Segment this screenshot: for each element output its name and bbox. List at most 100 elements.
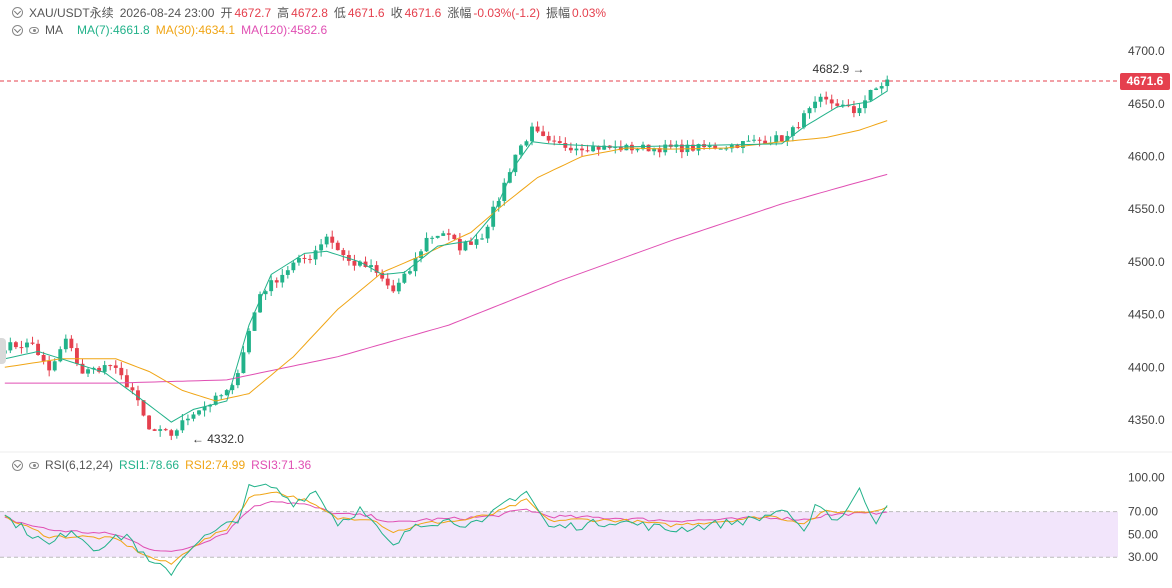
candle-body (358, 261, 362, 266)
candle-body (851, 106, 856, 114)
candle-body (785, 135, 790, 142)
candle-body (513, 154, 518, 173)
candle-body (185, 418, 190, 421)
candle-body (502, 182, 507, 201)
close-label: 收 (390, 6, 403, 20)
candle-body (518, 145, 523, 155)
candle-body (546, 135, 551, 141)
candle-body (263, 291, 268, 295)
candle-body (729, 144, 734, 149)
candle-body (679, 144, 684, 153)
candle-body (191, 414, 196, 419)
candle-body (324, 236, 329, 245)
collapse-icon[interactable] (12, 459, 23, 471)
candle-body (424, 237, 429, 252)
candle-body (319, 244, 324, 251)
candle-body (230, 385, 235, 391)
candle-body (446, 233, 451, 235)
candle-body (269, 280, 274, 292)
candle-body (86, 369, 90, 374)
price-tick-label: 4350.0 (1128, 413, 1165, 427)
candle-body (652, 148, 657, 152)
candle-body (247, 330, 251, 353)
candle-body (330, 236, 335, 243)
candle-body (219, 395, 224, 397)
price-tick-label: 4650.0 (1128, 97, 1165, 111)
collapse-icon[interactable] (12, 24, 23, 36)
candle-body (724, 148, 729, 150)
amp-label: 振幅 (546, 6, 571, 20)
candle-body (552, 140, 557, 142)
candle-body (535, 126, 540, 132)
candle-body (863, 100, 867, 109)
candle-body (646, 144, 651, 152)
candle-body (790, 127, 795, 136)
candle-body (235, 373, 240, 386)
candle-body (585, 150, 590, 152)
rsi3-value: RSI3:71.36 (251, 458, 312, 472)
rsi-tick-label: 70.00 (1128, 505, 1158, 519)
candle-body (491, 206, 496, 227)
candle-body (580, 148, 584, 151)
high-value: 4672.8 (291, 5, 328, 20)
candle-body (47, 360, 52, 371)
candle-body (308, 258, 312, 260)
candle-body (574, 148, 579, 151)
candle-body (141, 400, 146, 416)
candle-body (568, 147, 573, 151)
change-label: 涨幅 (447, 6, 472, 20)
rsi-header: RSI(6,12,24) RSI1:78.66 RSI2:74.99 RSI3:… (0, 458, 317, 472)
price-tick-label: 4400.0 (1128, 360, 1165, 374)
candle-body (430, 237, 435, 239)
open-value: 4672.7 (234, 5, 272, 20)
candle-body (496, 200, 501, 207)
candle-body (563, 143, 568, 148)
candle-body (108, 365, 113, 367)
candle-body (285, 270, 290, 275)
scroll-handle[interactable] (0, 338, 6, 364)
close-value: 4671.6 (404, 5, 442, 20)
ohlc-header: XAU/USDT永续 2026-08-24 23:00 开 4672.7 高 4… (0, 4, 612, 21)
rsi3-line (4, 500, 888, 552)
candle-body (718, 148, 723, 150)
collapse-icon[interactable] (12, 7, 23, 18)
candle-body (113, 365, 118, 368)
change-value: -0.03%(-1.2) (473, 5, 541, 20)
candle-body (252, 312, 257, 331)
high-label: 高 (277, 6, 290, 20)
candle-body (152, 429, 157, 431)
candle-body (374, 265, 379, 273)
candle-body (302, 257, 307, 259)
visibility-icon[interactable] (29, 461, 39, 469)
candle-body (840, 104, 845, 106)
candle-body (524, 141, 529, 146)
candle-body (474, 239, 479, 245)
candle-body (413, 257, 418, 272)
last-price-badge: 4671.6 (1120, 72, 1170, 90)
candle-body (713, 145, 718, 149)
candle-body (746, 140, 751, 142)
low-label: 低 (333, 6, 346, 20)
candle-body (657, 148, 662, 153)
candle-body (163, 429, 168, 431)
candle-body (452, 234, 457, 240)
rsi1-value: RSI1:78.66 (119, 458, 180, 472)
candle-body (763, 140, 768, 144)
candle-body (158, 429, 163, 431)
candle-body (541, 131, 546, 136)
price-tick-label: 4550.0 (1128, 202, 1165, 216)
candle-body (618, 146, 623, 151)
candle-body (391, 285, 396, 292)
candle-body (874, 88, 879, 90)
candle-body (691, 144, 695, 151)
candle-body (147, 415, 152, 430)
candle-body (313, 250, 318, 260)
ma30-line (4, 120, 888, 402)
candle-body (735, 144, 740, 148)
candle-body (19, 347, 24, 349)
visibility-icon[interactable] (29, 26, 39, 34)
rsi-label: RSI(6,12,24) (45, 458, 114, 472)
candle-body (36, 343, 41, 355)
high-annotation: 4682.9 → (813, 62, 865, 76)
